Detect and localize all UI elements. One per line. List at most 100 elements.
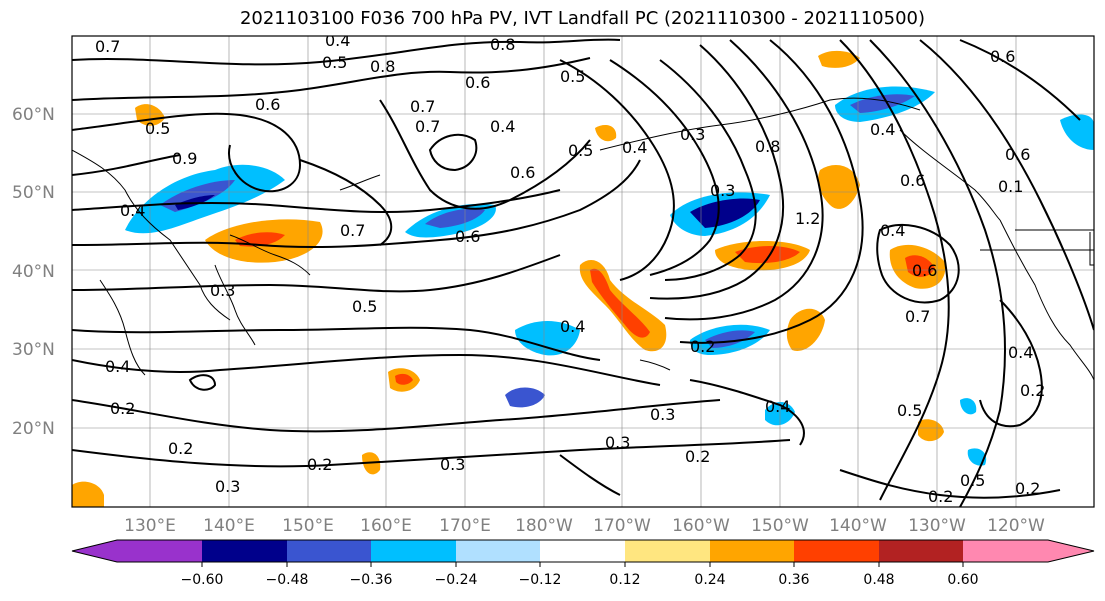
- contour-label: 0.3: [680, 125, 705, 144]
- contour-label: 0.6: [455, 227, 480, 246]
- contour-label: 0.2: [928, 487, 953, 506]
- longitude-labels: 130°E 140°E 150°E 160°E 170°E 180°W 170°…: [124, 516, 1045, 536]
- colorbar-tick-label: −0.48: [266, 572, 309, 588]
- contour-label: 0.2: [110, 399, 135, 418]
- neg-patch-se2: [967, 448, 987, 466]
- contour-label: 0.8: [490, 35, 515, 54]
- contour-label: 0.3: [605, 433, 630, 452]
- contour-label: 0.5: [352, 297, 377, 316]
- contour-label: 0.4: [870, 120, 895, 139]
- contour-label: 0.4: [490, 117, 515, 136]
- colorbar-segment: [540, 540, 625, 562]
- neg-patch-se: [960, 398, 977, 415]
- colorbar-segment: [287, 540, 371, 562]
- lon-label: 150°E: [282, 516, 334, 536]
- neg-patch-central: [515, 321, 580, 356]
- contour-label: 0.4: [880, 221, 905, 240]
- contour-label: 0.1: [998, 177, 1023, 196]
- colorbar-tick-label: −0.12: [519, 572, 562, 588]
- contour-label: 0.6: [255, 95, 280, 114]
- contour-label: 0.5: [560, 67, 585, 86]
- positive-anomaly-patches: [72, 50, 946, 507]
- contour-label: 0.6: [900, 171, 925, 190]
- colorbar-segment: [371, 540, 456, 562]
- lat-label: 50°N: [12, 183, 55, 203]
- contour-label: 0.2: [690, 337, 715, 356]
- lon-label: 180°W: [515, 516, 573, 536]
- contour-label: 1.2: [795, 209, 820, 228]
- lon-label: 140°E: [203, 516, 255, 536]
- map-content: 0.7 0.4 0.8 0.5 0.8 0.5 0.7 0.6 0.5 0.6 …: [72, 31, 1094, 507]
- lat-label: 20°N: [12, 419, 55, 439]
- pos-patch-sw: [72, 481, 104, 507]
- neg-patch-aleutian-w-core: [425, 208, 485, 228]
- colorbar-tick-label: 0.24: [694, 572, 725, 588]
- colorbar-tick-label: −0.36: [350, 572, 393, 588]
- contour-label: 0.6: [990, 47, 1015, 66]
- contour-label: 0.6: [510, 163, 535, 182]
- latitude-labels: 60°N 50°N 40°N 30°N 20°N: [12, 105, 55, 439]
- lat-label: 60°N: [12, 105, 55, 125]
- lat-label: 40°N: [12, 262, 55, 282]
- pos-patch-mid: [786, 308, 825, 351]
- pos-patch-sub-w-core: [395, 373, 413, 385]
- colorbar-segment: [202, 540, 287, 562]
- neg-patch-hawaii: [505, 387, 545, 408]
- neg-patch-ne-coast: [1060, 114, 1094, 150]
- lon-label: 150°W: [751, 516, 809, 536]
- pos-patch-se: [918, 419, 944, 442]
- contour-label: 0.7: [415, 117, 440, 136]
- contour-label: 0.3: [215, 477, 240, 496]
- colorbar-segment: [456, 540, 540, 562]
- contour-label: 0.5: [897, 401, 922, 420]
- contour-label: 0.7: [340, 221, 365, 240]
- pos-patch-ne: [818, 50, 860, 68]
- colorbar-segment: [879, 540, 963, 562]
- pos-patch-gulf-s-core: [735, 246, 800, 264]
- lon-label: 170°E: [439, 516, 491, 536]
- pos-patch-kuro-core: [590, 268, 650, 338]
- colorbar-segment: [963, 540, 1048, 562]
- contour-label: 0.6: [1005, 145, 1030, 164]
- pos-patch-canada-core: [905, 255, 935, 277]
- lon-label: 140°W: [829, 516, 887, 536]
- contour-label: 0.7: [410, 97, 435, 116]
- contour-label: 0.3: [650, 405, 675, 424]
- colorbar-tick-label: −0.60: [181, 572, 224, 588]
- pv-contours: [72, 38, 1094, 507]
- contour-label: 0.4: [1008, 343, 1033, 362]
- contour-label: 0.8: [370, 57, 395, 76]
- colorbar-min-extension: [72, 540, 117, 562]
- contour-label: 0.2: [307, 455, 332, 474]
- colorbar-tick-label: 0.48: [863, 572, 894, 588]
- contour-label: 0.2: [685, 447, 710, 466]
- lon-label: 160°E: [360, 516, 412, 536]
- contour-label: 0.4: [765, 397, 790, 416]
- contour-label: 0.9: [172, 149, 197, 168]
- neg-patch-gulf-core: [690, 198, 760, 228]
- coastlines: [72, 97, 1094, 381]
- contour-label: 0.5: [960, 471, 985, 490]
- map-frame: [71, 35, 1095, 508]
- neg-patch-sub-core: [705, 330, 755, 348]
- lon-label: 130°E: [124, 516, 176, 536]
- colorbar-segment: [794, 540, 879, 562]
- colorbar-tick-label: −0.24: [435, 572, 478, 588]
- map-title: 2021103100 F036 700 hPa PV, IVT Landfall…: [239, 8, 926, 29]
- lon-label: 170°W: [593, 516, 651, 536]
- contour-label: 0.6: [912, 261, 937, 280]
- contour-label: 0.7: [95, 37, 120, 56]
- colorbar-segment: [710, 540, 794, 562]
- lon-label: 160°W: [672, 516, 730, 536]
- contour-label: 0.5: [322, 53, 347, 72]
- lon-label: 130°W: [908, 516, 966, 536]
- pos-patch-c3: [595, 125, 617, 142]
- contour-label: 0.6: [465, 73, 490, 92]
- contour-label: 0.4: [560, 317, 585, 336]
- colorbar-tick-label: 0.60: [947, 572, 978, 588]
- contour-label: 0.4: [325, 31, 350, 50]
- colorbar-tick-label: 0.12: [609, 572, 640, 588]
- colorbar-ticks: [201, 562, 964, 567]
- colorbar-tick-label: 0.36: [778, 572, 809, 588]
